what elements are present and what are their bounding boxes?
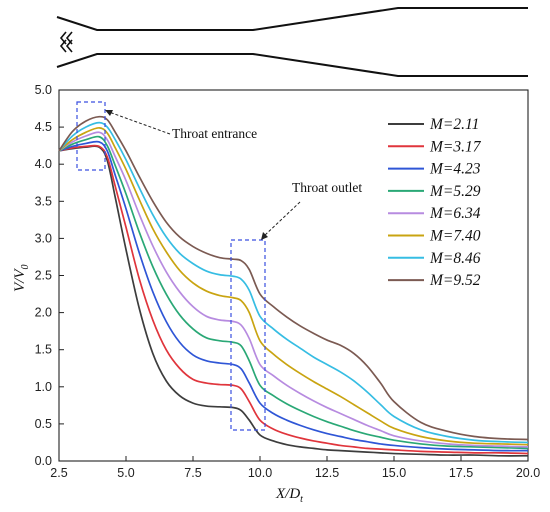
y-tick-label: 5.0 — [35, 83, 52, 97]
annotations: Throat entrance Throat outlet — [76, 101, 362, 431]
x-tick-label: 12.5 — [315, 466, 339, 480]
y-tick-label: 0.5 — [35, 417, 52, 431]
x-tick-label: 5.0 — [117, 466, 134, 480]
y-tick-label: 2.0 — [35, 306, 52, 320]
throat-outlet-box — [230, 239, 266, 431]
series-line-8 — [58, 115, 529, 441]
series-line-7 — [58, 121, 529, 444]
x-axis-label-sub: t — [300, 494, 303, 505]
y-tick-label: 0.0 — [35, 454, 52, 468]
x-tick-label: 15.0 — [382, 466, 406, 480]
series-line-6 — [58, 126, 529, 446]
y-tick-label: 1.5 — [35, 343, 52, 357]
y-axis-label-main: V/V — [12, 268, 28, 292]
x-tick-label: 2.5 — [50, 466, 67, 480]
y-tick-label: 4.5 — [35, 120, 52, 134]
legend-label: M=2.11 — [429, 116, 479, 133]
y-axis-label-sub: 0 — [20, 265, 31, 270]
x-tick-label: 17.5 — [449, 466, 473, 480]
axis-ticks — [58, 89, 529, 462]
inlet-flow-arrows — [59, 31, 73, 53]
nozzle-schematic — [56, 7, 528, 77]
nozzle-bottom-wall — [56, 53, 528, 77]
throat-outlet-arrow — [263, 201, 301, 237]
throat-entrance-label: Throat entrance — [172, 126, 257, 141]
x-tick-label: 20.0 — [516, 466, 540, 480]
legend-label: M=9.52 — [429, 272, 481, 289]
throat-outlet-arrowhead — [261, 232, 268, 240]
series-line-1 — [58, 145, 529, 457]
tick-labels: 2.5 5.0 7.5 10.0 12.5 15.0 17.5 20.0 0.0 0.5 1.0 1.… — [35, 83, 541, 480]
legend-label: M=5.29 — [429, 183, 481, 200]
legend-label: M=8.46 — [429, 250, 481, 267]
y-tick-label: 3.5 — [35, 194, 52, 208]
legend: M=2.11 M=3.17 M=4.23 M=5.29 M=6.34 M=7.40 M=8.… — [388, 116, 482, 289]
y-tick-label: 1.0 — [35, 380, 52, 394]
x-axis-label: X/Dt — [275, 486, 303, 505]
y-tick-label: 2.5 — [35, 269, 52, 283]
y-axis-label: V/V0 — [12, 265, 31, 293]
series-line-3 — [58, 140, 529, 452]
x-tick-label: 10.0 — [248, 466, 272, 480]
x-axis-label-main: X/D — [275, 486, 300, 502]
series-line-5 — [58, 131, 529, 448]
y-tick-label: 3.0 — [35, 231, 52, 245]
throat-entrance-box — [76, 101, 106, 171]
throat-entrance-arrow — [108, 111, 171, 135]
nozzle-top-wall — [56, 7, 528, 31]
series-line-4 — [58, 135, 529, 450]
series-layer — [58, 115, 529, 457]
throat-outlet-label: Throat outlet — [292, 180, 362, 195]
y-tick-label: 4.0 — [35, 157, 52, 171]
series-line-2 — [58, 144, 529, 455]
throat-entrance-arrowhead — [105, 110, 113, 116]
legend-label: M=7.40 — [429, 228, 481, 245]
legend-label: M=6.34 — [429, 205, 481, 222]
legend-label: M=3.17 — [429, 138, 482, 155]
legend-label: M=4.23 — [429, 161, 481, 178]
x-tick-label: 7.5 — [184, 466, 201, 480]
